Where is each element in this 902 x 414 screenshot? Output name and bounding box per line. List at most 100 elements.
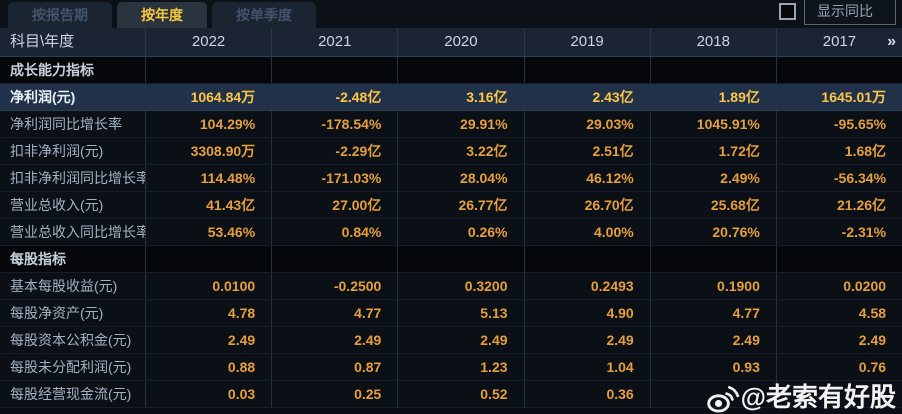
value-cell	[145, 246, 271, 272]
value-cell: -0.2500	[271, 273, 397, 299]
value-cell	[397, 246, 523, 272]
value-cell: 29.03%	[523, 111, 650, 137]
value-cell: -178.54%	[271, 111, 397, 137]
year-header-row: 科目\年度 2022 2021 2020 2019 2018 2017»	[0, 28, 902, 57]
value-cell: 1.23	[397, 354, 523, 380]
row-label: 净利润同比增长率	[10, 116, 122, 132]
value-cell: 1045.91%	[649, 111, 776, 137]
value-cell: 0.76	[775, 354, 902, 380]
value-cell: 41.43亿	[145, 192, 271, 218]
value-cell	[649, 381, 776, 407]
table-row: 每股指标	[0, 246, 902, 273]
table-row: 营业总收入同比增长率 53.46% 0.84% 0.26% 4.00% 20.76% -2.…	[0, 219, 902, 246]
table-row: 每股净资产(元) 4.78 4.77 5.13 4.90 4.77 4.58	[0, 300, 902, 327]
value-cell: 1645.01万	[775, 84, 902, 110]
value-cell: 0.26%	[397, 219, 523, 245]
value-cell: 0.2493	[523, 273, 650, 299]
value-cell	[649, 57, 776, 83]
more-years-icon[interactable]: »	[887, 33, 897, 50]
value-cell: 0.93	[649, 354, 776, 380]
value-cell: 2.43亿	[523, 84, 650, 110]
value-cell: 0.1900	[649, 273, 776, 299]
table-row: 营业总收入(元) 41.43亿 27.00亿 26.77亿 26.70亿 25.68亿 21…	[0, 192, 902, 219]
value-cell: 104.29%	[145, 111, 271, 137]
value-cell	[523, 57, 650, 83]
value-cell: 0.25	[271, 381, 397, 407]
value-cell: 1064.84万	[145, 84, 271, 110]
year-header-2019: 2019	[523, 28, 650, 56]
value-cell: 20.76%	[649, 219, 776, 245]
corner-header: 科目\年度	[10, 33, 75, 50]
value-cell: -56.34%	[775, 165, 902, 191]
period-tabbar: 按报告期 按年度 按单季度 显示同比	[0, 0, 902, 28]
yoy-controls: 显示同比	[779, 0, 902, 28]
value-cell: 25.68亿	[649, 192, 776, 218]
value-cell: 28.04%	[397, 165, 523, 191]
value-cell: 4.78	[145, 300, 271, 326]
row-label: 每股指标	[10, 251, 66, 267]
value-cell: 4.58	[775, 300, 902, 326]
value-cell	[397, 57, 523, 83]
value-cell: 0.84%	[271, 219, 397, 245]
value-cell: 3.16亿	[397, 84, 523, 110]
row-label: 扣非净利润同比增长率	[10, 170, 145, 186]
row-label: 营业总收入(元)	[10, 197, 104, 213]
value-cell: 1.89亿	[649, 84, 776, 110]
value-cell: 3308.90万	[145, 138, 271, 164]
table-row: 净利润同比增长率 104.29% -178.54% 29.91% 29.03% 1045.…	[0, 111, 902, 138]
value-cell: 0.87	[271, 354, 397, 380]
value-cell: -171.03%	[271, 165, 397, 191]
value-cell: 2.49	[271, 327, 397, 353]
value-cell	[523, 246, 650, 272]
value-cell: 2.49	[523, 327, 650, 353]
value-cell: 26.70亿	[523, 192, 650, 218]
value-cell: 4.77	[271, 300, 397, 326]
table-row: 扣非净利润(元) 3308.90万 -2.29亿 3.22亿 2.51亿 1.72亿 1.6…	[0, 138, 902, 165]
row-label: 成长能力指标	[10, 62, 94, 78]
value-cell: 21.26亿	[775, 192, 902, 218]
value-cell: 0.52	[397, 381, 523, 407]
value-cell	[775, 246, 902, 272]
value-cell: 114.48%	[145, 165, 271, 191]
value-cell: 2.51亿	[523, 138, 650, 164]
value-cell: 46.12%	[523, 165, 650, 191]
table-row: 扣非净利润同比增长率 114.48% -171.03% 28.04% 46.12% 2.4…	[0, 165, 902, 192]
value-cell: -2.29亿	[271, 138, 397, 164]
value-cell: 4.00%	[523, 219, 650, 245]
value-cell: 29.91%	[397, 111, 523, 137]
year-header-2018: 2018	[649, 28, 776, 56]
value-cell: 0.0200	[775, 273, 902, 299]
value-cell	[775, 381, 902, 407]
year-header-2020: 2020	[397, 28, 523, 56]
value-cell: 1.04	[523, 354, 650, 380]
row-label: 扣非净利润(元)	[10, 143, 104, 159]
tab-by-report-period[interactable]: 按报告期	[8, 2, 112, 28]
value-cell: 4.77	[649, 300, 776, 326]
value-cell	[271, 57, 397, 83]
value-cell: -2.31%	[775, 219, 902, 245]
value-cell: 4.90	[523, 300, 650, 326]
value-cell: 2.49	[397, 327, 523, 353]
show-yoy-label[interactable]: 显示同比	[804, 0, 896, 25]
table-row: 每股未分配利润(元) 0.88 0.87 1.23 1.04 0.93 0.76	[0, 354, 902, 381]
row-label: 营业总收入同比增长率	[10, 224, 145, 240]
table-row: 每股经营现金流(元) 0.03 0.25 0.52 0.36	[0, 381, 902, 408]
value-cell: 53.46%	[145, 219, 271, 245]
value-cell	[775, 57, 902, 83]
value-cell	[145, 57, 271, 83]
value-cell: 27.00亿	[271, 192, 397, 218]
row-label: 基本每股收益(元)	[10, 278, 118, 294]
value-cell: 3.22亿	[397, 138, 523, 164]
show-yoy-checkbox[interactable]	[779, 3, 796, 20]
row-label: 每股净资产(元)	[10, 305, 104, 321]
value-cell: 0.36	[523, 381, 650, 407]
value-cell: -2.48亿	[271, 84, 397, 110]
tab-by-single-quarter[interactable]: 按单季度	[212, 2, 316, 28]
value-cell	[271, 246, 397, 272]
year-header-2021: 2021	[271, 28, 397, 56]
value-cell: 1.68亿	[775, 138, 902, 164]
tab-by-year[interactable]: 按年度	[117, 2, 207, 28]
table-row: 净利润(元) 1064.84万 -2.48亿 3.16亿 2.43亿 1.89亿 1645.…	[0, 84, 902, 111]
value-cell: 1.72亿	[649, 138, 776, 164]
year-header-2022: 2022	[145, 28, 271, 56]
